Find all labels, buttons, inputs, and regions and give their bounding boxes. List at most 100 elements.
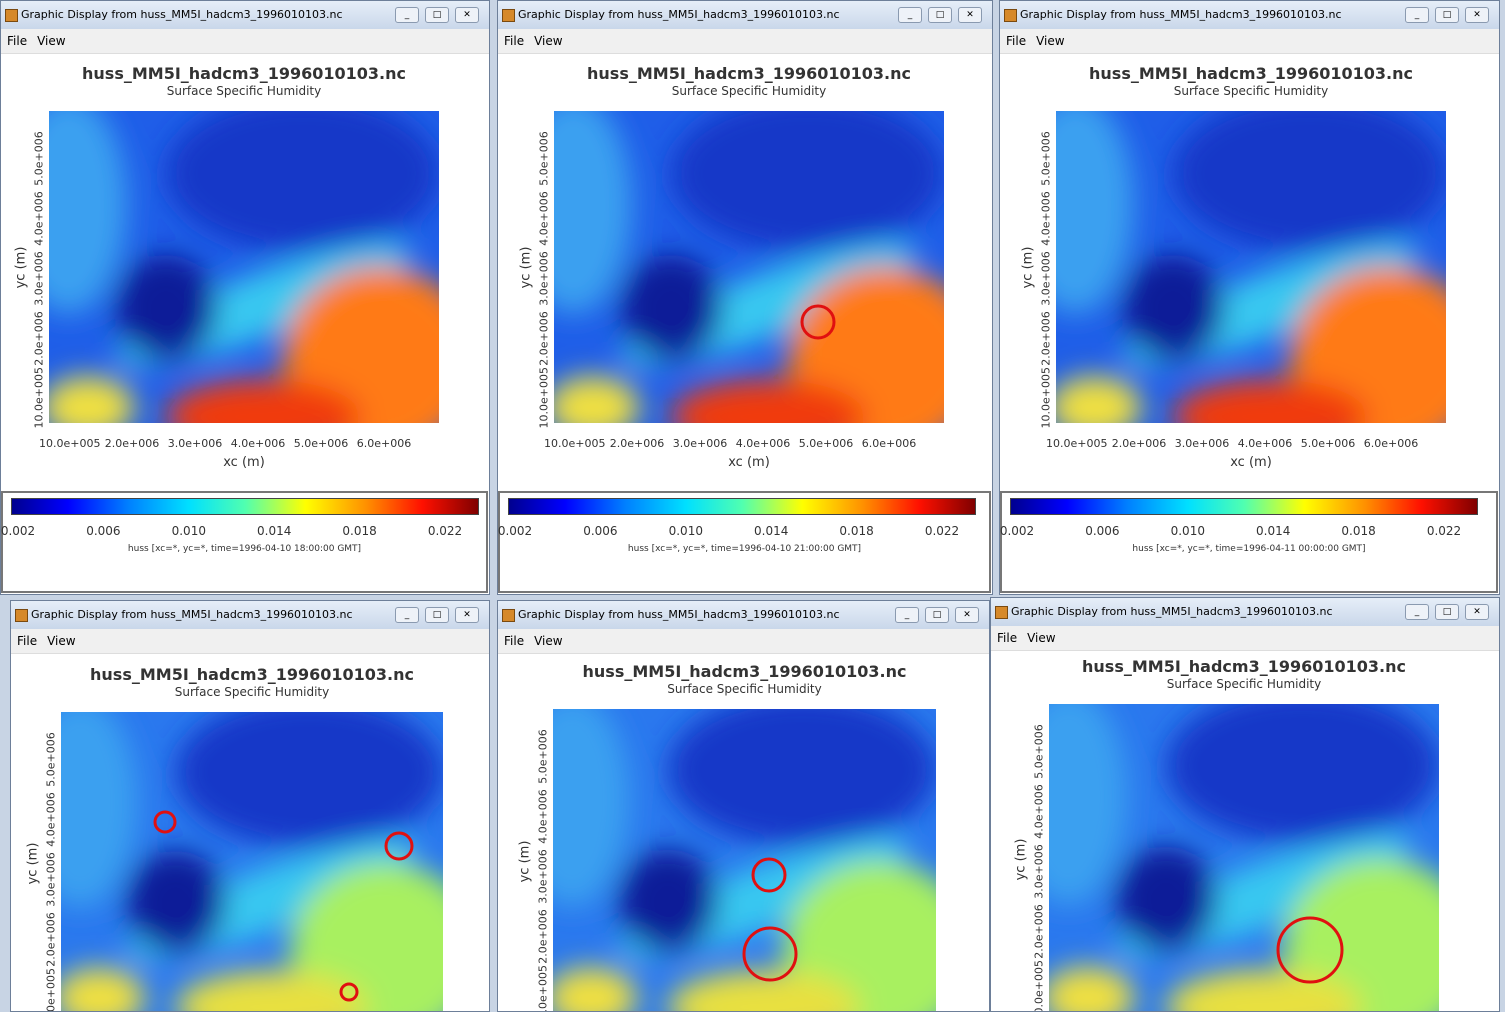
menu-item[interactable]: View <box>1036 34 1065 48</box>
menu-item[interactable]: File <box>17 634 38 648</box>
colorbar-tick-label: 0.018 <box>342 524 377 538</box>
menu-bar: File View <box>1 29 489 54</box>
menu-item[interactable]: View <box>534 634 563 648</box>
window: Graphic Display from huss_MM5I_hadcm3_19… <box>999 0 1500 595</box>
plot-title: huss_MM5I_hadcm3_1996010103.nc <box>582 662 907 681</box>
x-tick-label: 10.0e+005 <box>39 437 101 450</box>
x-tick-label: 6.0e+006 <box>356 437 412 450</box>
y-tick-label: 3.0e+006 <box>44 852 58 907</box>
plot-subtitle: Surface Specific Humidity <box>671 84 827 98</box>
y-tick-label: 2.0e+006 <box>32 311 46 366</box>
colorbar-panel: 0.002 0.006 0.010 0.014 0.018 0.022 huss [xc=*… <box>1 491 488 593</box>
plot-subtitle: Surface Specific Humidity <box>1173 84 1329 98</box>
y-tick-label: 3.0e+006 <box>1032 844 1046 899</box>
y-tick-label: 3.0e+006 <box>32 251 46 306</box>
close-button[interactable]: ✕ <box>958 7 982 23</box>
y-tick-label: 2.0e+006 <box>44 912 58 967</box>
minimize-button[interactable]: _ <box>1405 604 1429 620</box>
colorbar-tick-label: 0.014 <box>1256 524 1291 538</box>
y-tick-label: 5.0e+006 <box>44 732 58 787</box>
heatmap <box>553 709 936 1011</box>
x-tick-label: 6.0e+006 <box>1363 437 1419 450</box>
x-tick-label: 3.0e+006 <box>1174 437 1230 450</box>
x-axis-label: xc (m) <box>223 455 265 470</box>
window-icon <box>5 9 18 22</box>
y-tick-label: 4.0e+006 <box>44 792 58 847</box>
close-button[interactable]: ✕ <box>1465 604 1489 620</box>
maximize-button[interactable]: □ <box>928 7 952 23</box>
close-button[interactable]: ✕ <box>455 7 479 23</box>
x-tick-label: 2.0e+006 <box>104 437 160 450</box>
menu-item[interactable]: View <box>47 634 76 648</box>
x-tick-label: 6.0e+006 <box>861 437 917 450</box>
x-tick-label: 5.0e+006 <box>798 437 854 450</box>
colorbar-tick-label: 0.018 <box>1341 524 1376 538</box>
plot-subtitle: Surface Specific Humidity <box>166 84 322 98</box>
minimize-button[interactable]: _ <box>895 607 919 623</box>
close-button[interactable]: ✕ <box>455 607 479 623</box>
title-bar: Graphic Display from huss_MM5I_hadcm3_19… <box>498 1 992 29</box>
menu-bar: File View <box>498 29 992 54</box>
plot-title: huss_MM5I_hadcm3_1996010103.nc <box>1082 657 1406 676</box>
colorbar-tick-label: 0.006 <box>583 524 618 538</box>
colorbar-tick-label: 0.014 <box>257 524 292 538</box>
x-tick-label: 5.0e+006 <box>293 437 349 450</box>
y-axis-label: yc (m) <box>518 246 534 289</box>
maximize-button[interactable]: □ <box>1435 7 1459 23</box>
y-tick-label: 5.0e+006 <box>32 131 46 186</box>
maximize-button[interactable]: □ <box>425 607 449 623</box>
heatmap <box>1056 111 1446 423</box>
close-button[interactable]: ✕ <box>955 607 979 623</box>
minimize-button[interactable]: _ <box>1405 7 1429 23</box>
x-tick-label: 10.0e+005 <box>1046 437 1108 450</box>
y-tick-label: 5.0e+006 <box>1039 131 1053 186</box>
plot-subtitle: Surface Specific Humidity <box>174 685 330 699</box>
y-tick-label: 5.0e+006 <box>537 131 551 186</box>
y-axis-label: yc (m) <box>13 246 29 289</box>
x-tick-label: 2.0e+006 <box>1111 437 1167 450</box>
y-axis-label: yc (m) <box>25 842 41 884</box>
menu-item[interactable]: File <box>1006 34 1027 48</box>
menu-item[interactable]: File <box>997 631 1018 645</box>
x-tick-label: 2.0e+006 <box>609 437 665 450</box>
menu-item[interactable]: View <box>37 34 66 48</box>
menu-item[interactable]: View <box>534 34 563 48</box>
colorbar-tick-label: 0.006 <box>1085 524 1120 538</box>
y-tick-label: 2.0e+006 <box>1032 904 1046 959</box>
y-tick-label: 10.0e+005 <box>32 367 46 429</box>
y-tick-label: 3.0e+006 <box>536 849 550 904</box>
y-tick-label: 10.0e+005 <box>44 968 58 1012</box>
menu-item[interactable]: File <box>7 34 28 48</box>
colorbar-tick-label: 0.002 <box>999 524 1035 538</box>
maximize-button[interactable]: □ <box>925 607 949 623</box>
x-tick-label: 4.0e+006 <box>230 437 286 450</box>
colorbar-tick-label: 0.002 <box>497 524 533 538</box>
window: Graphic Display from huss_MM5I_hadcm3_19… <box>0 0 490 595</box>
colorbar <box>11 498 479 515</box>
menu-item[interactable]: File <box>504 634 525 648</box>
heatmap <box>61 712 443 1011</box>
y-axis-label: yc (m) <box>1013 838 1029 880</box>
minimize-button[interactable]: _ <box>898 7 922 23</box>
menu-bar: File View <box>1000 29 1499 54</box>
colorbar-tick-label: 0.010 <box>1170 524 1205 538</box>
x-tick-label: 3.0e+006 <box>167 437 223 450</box>
y-tick-label: 2.0e+006 <box>537 311 551 366</box>
window: Graphic Display from huss_MM5I_hadcm3_19… <box>10 600 490 1012</box>
maximize-button[interactable]: □ <box>425 7 449 23</box>
colorbar-caption: huss [xc=*, yc=*, time=1996-04-10 21:00:… <box>627 544 862 554</box>
y-tick-label: 4.0e+006 <box>1032 784 1046 839</box>
colorbar-tick-label: 0.010 <box>668 524 703 538</box>
colorbar-tick-label: 0.022 <box>1426 524 1462 538</box>
menu-item[interactable]: File <box>504 34 525 48</box>
window: Graphic Display from huss_MM5I_hadcm3_19… <box>990 597 1500 1012</box>
minimize-button[interactable]: _ <box>395 7 419 23</box>
menu-item[interactable]: View <box>1027 631 1056 645</box>
maximize-button[interactable]: □ <box>1435 604 1459 620</box>
x-tick-label: 3.0e+006 <box>672 437 728 450</box>
minimize-button[interactable]: _ <box>395 607 419 623</box>
x-axis-label: xc (m) <box>728 455 770 470</box>
menu-bar: File View <box>11 629 489 654</box>
y-axis-label: yc (m) <box>517 840 533 883</box>
close-button[interactable]: ✕ <box>1465 7 1489 23</box>
